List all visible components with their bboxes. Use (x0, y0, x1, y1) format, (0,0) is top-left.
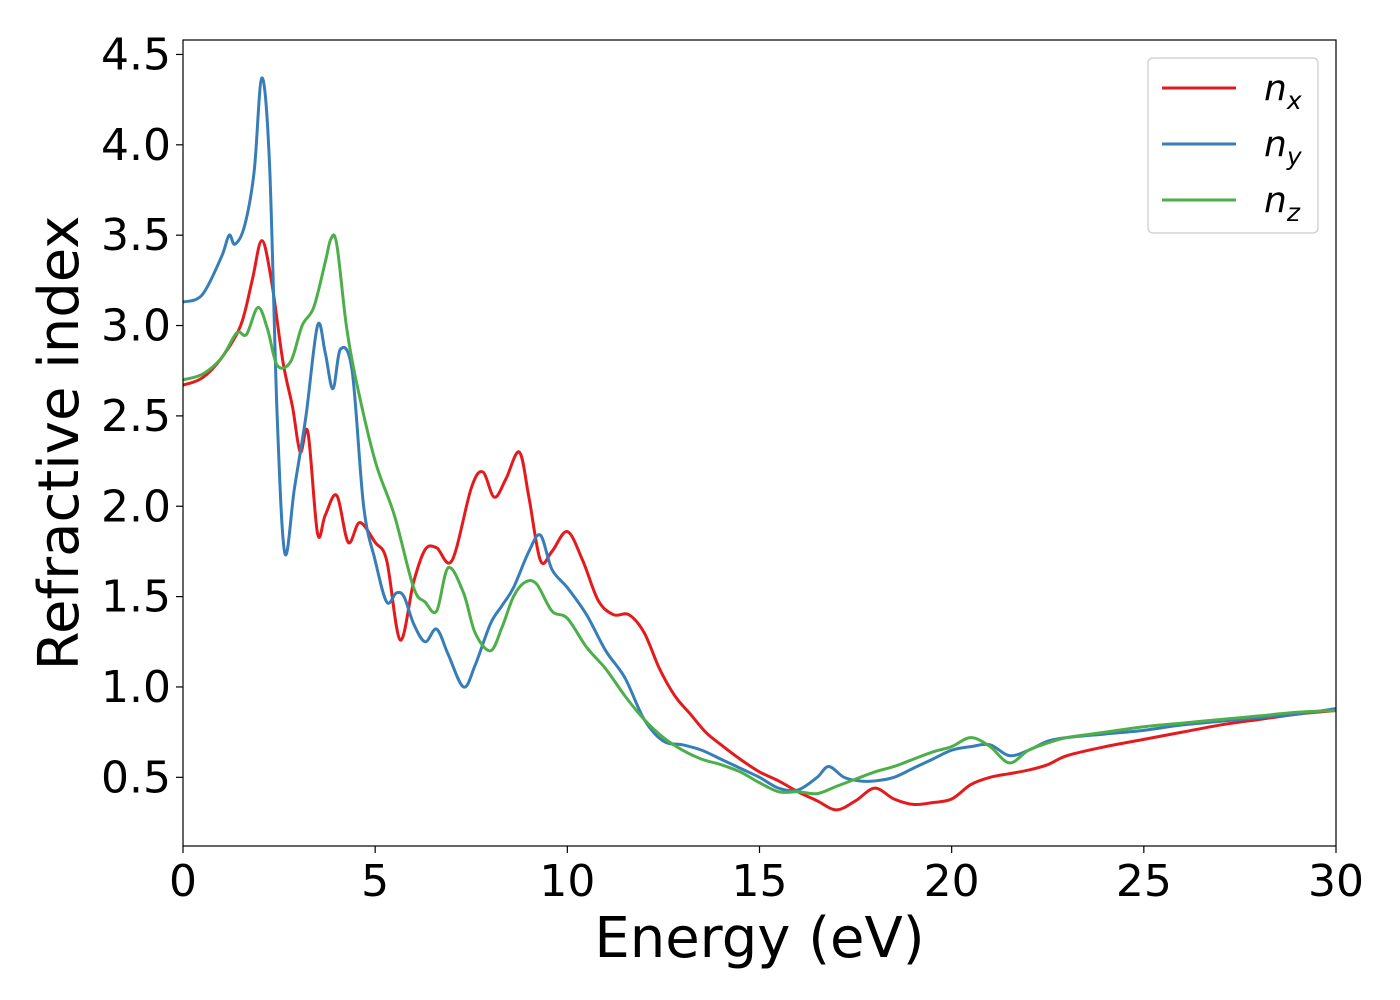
x-tick-label: 0 (169, 856, 197, 907)
series-line-x (183, 239, 1336, 812)
y-tick-label: 2.0 (101, 481, 171, 532)
y-tick-label: 4.0 (101, 120, 171, 171)
y-tick-label: 1.5 (101, 572, 171, 623)
legend-entries: nx ny nz (1162, 68, 1303, 227)
x-axis-title: Energy (eV) (594, 906, 924, 971)
x-tick-label: 10 (539, 856, 595, 907)
legend-label-y: ny (1264, 124, 1303, 171)
series-line-z (183, 233, 1336, 796)
legend: nx ny nz (1147, 57, 1319, 234)
y-tick-label: 1.0 (101, 662, 171, 713)
x-tick-label: 30 (1308, 856, 1364, 907)
y-tick-label: 3.0 (101, 301, 171, 352)
legend-label-x: nx (1264, 68, 1302, 115)
x-axis: 0 5 10 15 20 25 30 (169, 846, 1364, 907)
series-layer (183, 76, 1336, 812)
y-axis-title: Refractive index (27, 216, 92, 671)
y-axis: 0.5 1.0 1.5 2.0 2.5 3.0 3.5 4.0 4.5 (101, 29, 183, 803)
x-tick-label: 5 (361, 856, 389, 907)
y-tick-label: 2.5 (101, 391, 171, 442)
legend-label-z: nz (1264, 180, 1301, 227)
y-tick-label: 0.5 (101, 752, 171, 803)
y-tick-label: 4.5 (101, 29, 171, 80)
series-line-y (183, 76, 1336, 793)
x-tick-label: 20 (924, 856, 980, 907)
y-tick-label: 3.5 (101, 210, 171, 261)
x-tick-label: 25 (1116, 856, 1172, 907)
x-tick-label: 15 (732, 856, 788, 907)
